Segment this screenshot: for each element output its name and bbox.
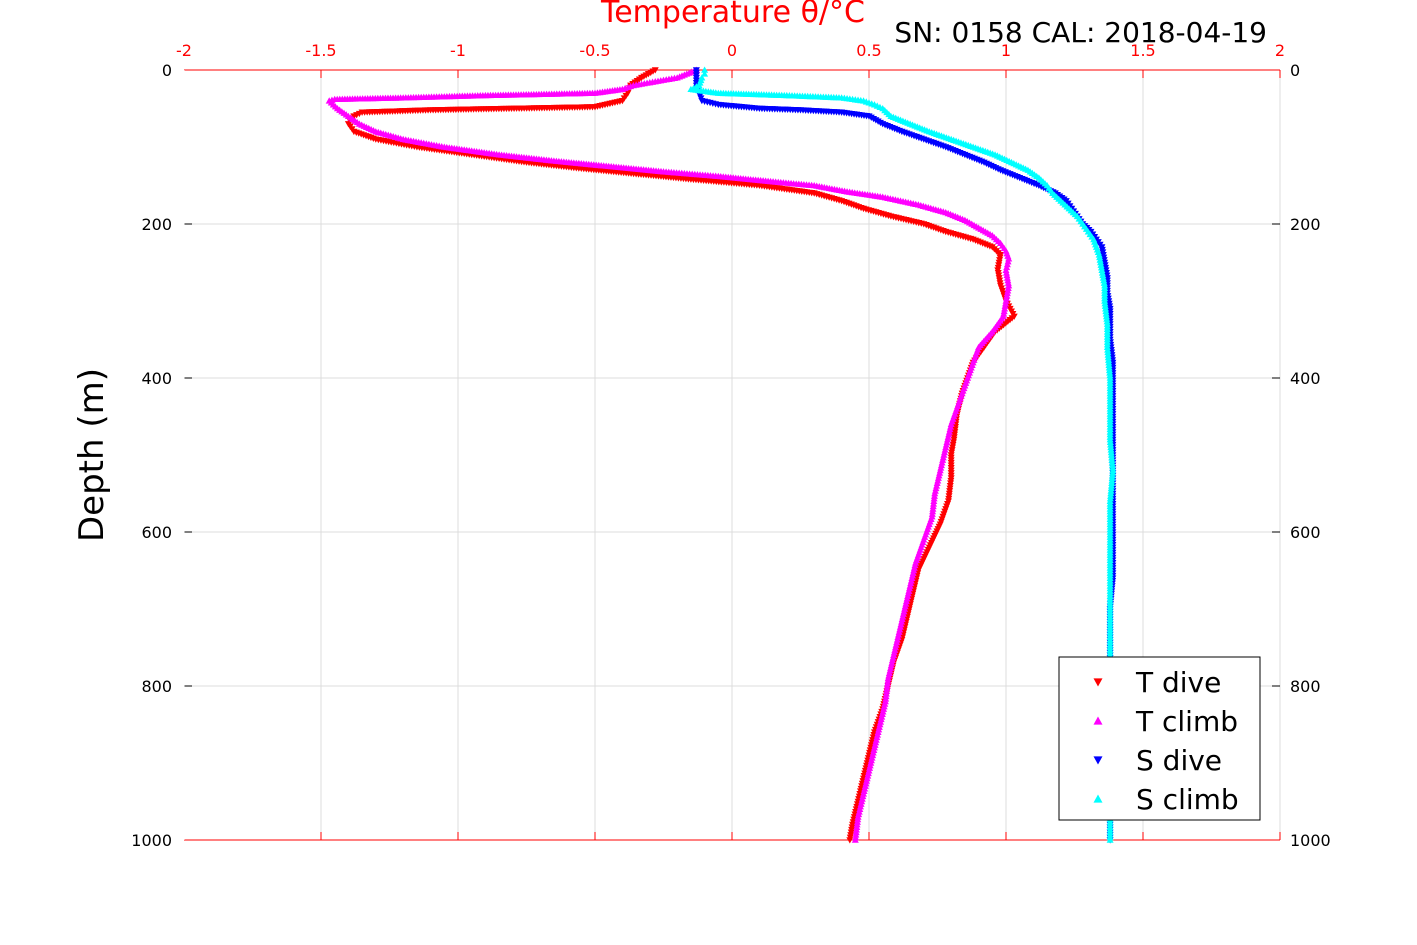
x-tick-label: -0.5	[579, 41, 610, 60]
y-axis-label: Depth (m)	[72, 368, 112, 542]
data-point	[1005, 255, 1013, 262]
legend-marker	[1093, 794, 1103, 803]
chart-title: Temperature θ/°C	[600, 0, 865, 30]
y-tick-label-right: 200	[1290, 215, 1321, 234]
data-point	[1100, 279, 1108, 286]
data-point	[846, 837, 854, 844]
data-point	[1097, 259, 1105, 266]
legend-box	[1058, 656, 1261, 821]
data-point	[1099, 271, 1107, 279]
chart-subtitle: SN: 0158 CAL: 2018-04-19	[894, 16, 1267, 49]
data-point	[1096, 253, 1104, 261]
data-points	[325, 66, 1117, 844]
x-tick-label: 1	[1001, 41, 1011, 60]
data-point	[1001, 302, 1009, 309]
y-tick-label-left: 1000	[131, 831, 172, 850]
y-tick-label-right: 400	[1290, 369, 1321, 388]
y-tick-label-left: 400	[141, 369, 172, 388]
legend: T dive T climb S dive S climb	[1058, 656, 1261, 821]
x-tick-label: 0	[727, 41, 737, 60]
data-point	[1003, 271, 1011, 279]
data-point	[1004, 258, 1012, 265]
x-tick-label: -1.5	[305, 41, 336, 60]
data-point	[1003, 260, 1011, 268]
x-tick-label: -1	[450, 41, 466, 60]
data-point	[701, 70, 709, 77]
x-tick-label: 2	[1275, 41, 1285, 60]
y-tick-label-right: 0	[1290, 61, 1300, 80]
series-t-dive	[344, 67, 1018, 844]
data-point	[1002, 269, 1010, 276]
data-point	[1004, 276, 1012, 284]
data-point	[1000, 310, 1008, 317]
series-t-climb	[325, 66, 1013, 843]
data-point	[1002, 266, 1010, 273]
data-point	[1099, 274, 1107, 281]
y-tick-label-left: 200	[141, 215, 172, 234]
data-point	[1097, 264, 1105, 271]
data-point	[1096, 256, 1104, 263]
y-tick-label-left: 0	[162, 61, 172, 80]
data-point	[1098, 269, 1106, 276]
data-point	[1003, 292, 1011, 299]
legend-label: T dive	[1135, 666, 1221, 699]
data-point	[1106, 836, 1114, 843]
data-point	[1002, 300, 1010, 307]
legend-marker	[1093, 756, 1103, 765]
data-point	[1004, 284, 1012, 291]
legend-marker	[1093, 678, 1103, 687]
legend-label: S dive	[1136, 744, 1222, 777]
legend-label: S climb	[1136, 783, 1239, 816]
x-tick-label: 0.5	[856, 41, 881, 60]
legend-label: T climb	[1135, 705, 1238, 738]
legend-marker	[1093, 716, 1103, 725]
data-point	[701, 66, 709, 73]
y-tick-label-right: 800	[1290, 677, 1321, 696]
x-tick-label: 1.5	[1130, 41, 1155, 60]
data-point	[1003, 263, 1011, 271]
y-tick-label-right: 1000	[1290, 831, 1331, 850]
data-point	[1005, 282, 1013, 289]
data-point	[1002, 294, 1010, 302]
data-point	[851, 836, 859, 843]
data-point	[1003, 274, 1011, 281]
y-tick-label-left: 800	[141, 677, 172, 696]
data-point	[1004, 287, 1012, 294]
y-tick-label-left: 600	[141, 523, 172, 542]
x-tick-label: -2	[176, 41, 192, 60]
data-point	[1003, 289, 1011, 297]
data-point	[1097, 261, 1105, 268]
data-point	[1095, 251, 1103, 258]
data-point	[1000, 307, 1008, 315]
data-point	[1098, 266, 1106, 273]
data-point	[1002, 297, 1010, 304]
data-point	[1004, 279, 1012, 286]
data-point	[1100, 276, 1108, 284]
data-point	[1001, 305, 1009, 312]
y-tick-label-right: 600	[1290, 523, 1321, 542]
